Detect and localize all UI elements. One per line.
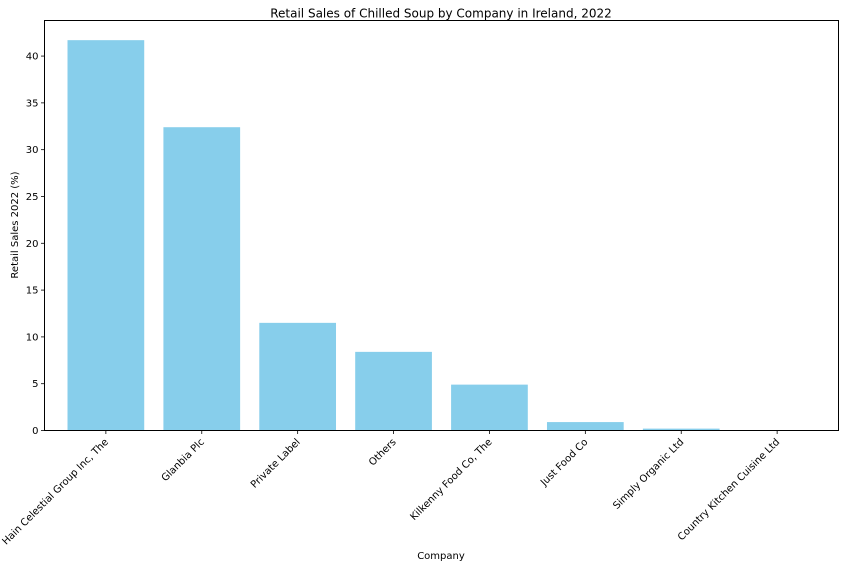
y-axis-title: Retail Sales 2022 (%) <box>10 171 21 278</box>
bar <box>642 428 720 431</box>
bar <box>546 422 624 431</box>
bar <box>451 384 528 431</box>
x-axis-title: Company <box>417 551 465 562</box>
y-tick-label: 5 <box>32 379 38 390</box>
y-tick-label: 0 <box>32 426 38 437</box>
plot-frame <box>44 20 839 431</box>
y-tick-label: 40 <box>26 52 39 63</box>
y-axis: 0 5 10 15 20 25 30 35 40 <box>26 52 45 437</box>
y-tick-label: 30 <box>26 145 39 156</box>
y-tick-label: 35 <box>26 98 39 109</box>
y-tick-label: 20 <box>26 239 39 250</box>
bars-layer <box>67 40 720 431</box>
bar <box>259 322 337 431</box>
chart-title: Retail Sales of Chilled Soup by Company … <box>270 7 612 21</box>
y-tick-label: 25 <box>26 192 39 203</box>
bar <box>163 127 241 431</box>
bar <box>67 40 145 431</box>
bar <box>355 351 432 431</box>
y-tick-label: 15 <box>26 286 39 297</box>
y-tick-label: 10 <box>26 332 39 343</box>
